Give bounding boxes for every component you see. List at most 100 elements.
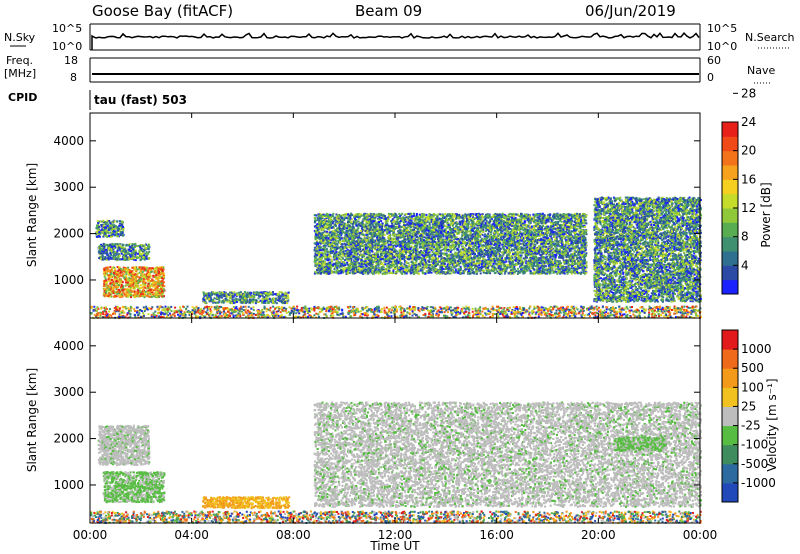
power-data-cell	[275, 293, 277, 296]
power-data-cell	[287, 299, 290, 302]
power-data-cell	[255, 299, 258, 302]
nsky-label: N.Sky	[4, 31, 36, 44]
power-data-cell	[232, 302, 235, 304]
nsky-tick-bottom: 10^0	[52, 40, 82, 53]
power-data-cell	[110, 251, 113, 254]
nave-tick-top: 60	[707, 54, 721, 67]
power-data-cell	[277, 295, 280, 298]
power-data-cell	[109, 278, 112, 281]
power-data-cell	[229, 292, 232, 295]
power-data-cell	[116, 291, 119, 293]
power-data-cell	[316, 266, 319, 269]
power-data-cell	[152, 293, 155, 296]
power-data-cell	[101, 220, 104, 223]
power-data-cell	[204, 301, 207, 304]
power-data-cell	[275, 298, 277, 301]
power-data-cell	[158, 294, 161, 297]
power-data-cell	[352, 220, 355, 223]
power-data-cell	[135, 245, 138, 248]
power-data-cell	[115, 280, 118, 282]
power-data-cell	[142, 252, 144, 255]
power-data-cell	[323, 255, 326, 258]
power-data-cell	[156, 282, 159, 285]
power-data-cell	[154, 292, 157, 295]
power-data-cell	[224, 293, 227, 296]
power-data-cell	[157, 280, 160, 282]
power-data-cell	[530, 225, 533, 228]
power-data-cell	[131, 266, 134, 269]
power-data-cell	[264, 300, 267, 302]
power-data-cell	[130, 245, 133, 248]
power-data-cell	[111, 246, 113, 249]
power-data-cell	[232, 300, 234, 303]
power-data-cell	[105, 252, 108, 255]
power-data-cell	[142, 257, 145, 260]
power-data-cell	[129, 271, 132, 273]
power-data-cell	[109, 282, 112, 285]
power-data-cell	[521, 243, 524, 246]
power-data-cell	[157, 288, 160, 291]
power-data-cell	[160, 275, 163, 278]
power-data-cell	[544, 268, 547, 271]
power-data-cell	[114, 268, 116, 271]
power-data-cell	[113, 224, 116, 227]
power-data-cell	[138, 295, 141, 298]
power-data-cell	[125, 254, 127, 257]
power-data-cell	[325, 238, 328, 241]
power-data-cell	[123, 258, 126, 261]
power-data-cell	[377, 272, 380, 275]
power-data-cell	[277, 299, 280, 302]
power-data-cell	[266, 295, 269, 298]
power-data-cell	[121, 268, 123, 271]
power-data-cell	[103, 282, 106, 285]
power-data-cell	[114, 243, 117, 245]
power-data-cell	[115, 295, 118, 298]
power-data-cell	[127, 244, 130, 246]
power-data-cell	[128, 252, 131, 255]
power-data-cell	[115, 225, 118, 228]
power-data-cell	[119, 268, 122, 271]
power-data-cell	[228, 297, 231, 300]
power-data-cell	[140, 254, 143, 257]
power-data-cell	[109, 295, 112, 298]
power-data-cell	[105, 269, 108, 272]
power-data-cell	[119, 286, 122, 289]
power-data-cell	[110, 257, 113, 260]
power-data-cell	[108, 269, 111, 272]
power-data-cell	[224, 299, 227, 302]
power-data-cell	[105, 230, 107, 233]
power-data-cell	[114, 270, 117, 272]
power-data-cell	[414, 232, 417, 234]
power-data-cell	[118, 224, 121, 227]
power-data-cell	[155, 277, 157, 280]
power-data-cell	[126, 268, 129, 271]
power-data-cell	[149, 296, 152, 298]
power-data-cell	[252, 292, 255, 295]
power-data-cell	[111, 257, 114, 260]
power-data-cell	[102, 292, 105, 295]
power-data-cell	[125, 295, 128, 298]
power-data-cell	[122, 286, 125, 289]
power-data-cell	[122, 243, 125, 246]
power-data-cell	[124, 295, 127, 297]
power-data-cell	[118, 254, 121, 257]
power-data-cell	[112, 231, 115, 234]
power-data-cell	[135, 277, 138, 280]
power-data-cell	[121, 246, 124, 249]
power-data-cell	[143, 281, 146, 284]
power-data-cell	[139, 266, 141, 269]
power-data-cell	[257, 297, 260, 300]
power-data-cell	[245, 295, 248, 298]
power-data-cell	[114, 276, 116, 279]
power-data-cell	[140, 268, 143, 271]
power-data-cell	[141, 266, 144, 269]
power-data-cell	[118, 291, 121, 293]
power-data-cell	[116, 275, 119, 278]
power-data-cell	[269, 291, 272, 294]
power-data-cell	[130, 285, 133, 288]
power-data-cell	[116, 266, 119, 269]
power-data-cell	[455, 217, 458, 220]
power-data-cell	[106, 267, 109, 270]
power-data-cell	[143, 285, 146, 288]
power-data-cell	[489, 262, 492, 265]
